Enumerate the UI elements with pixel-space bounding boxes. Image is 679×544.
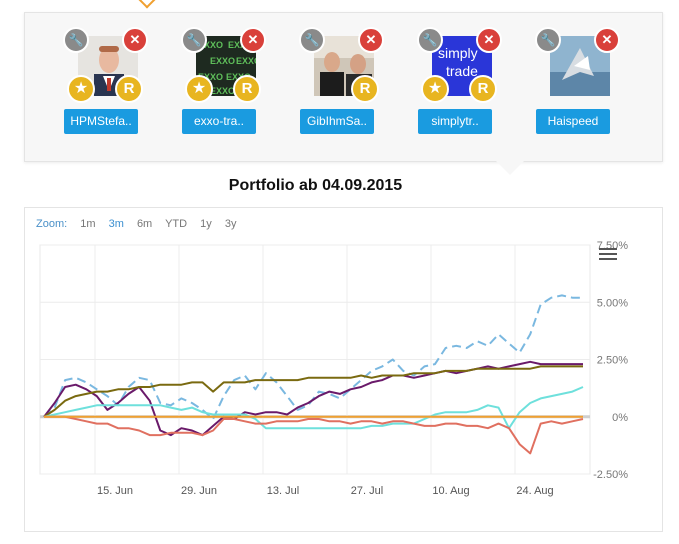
trader-name-button[interactable]: exxo-tra.. <box>182 109 256 134</box>
trader-card-gibihmsa: 🔧 ✕ R GibIhmSa.. <box>299 27 400 148</box>
wrench-icon[interactable]: 🔧 <box>181 27 207 53</box>
x-tick-label: 27. Jul <box>351 485 383 497</box>
trader-name-button[interactable]: GibIhmSa.. <box>300 109 374 134</box>
y-tick-label: 2.50% <box>597 355 628 367</box>
r-badge-icon: R <box>115 75 143 103</box>
trader-name-button[interactable]: HPMStefa.. <box>64 109 138 134</box>
star-icon: ★ <box>185 75 213 103</box>
x-tick-label: 29. Jun <box>181 485 217 497</box>
avatar[interactable] <box>550 36 610 96</box>
zoom-option-6m[interactable]: 6m <box>136 218 153 230</box>
wrench-icon[interactable]: 🔧 <box>535 27 561 53</box>
x-tick-label: 10. Aug <box>432 485 469 497</box>
y-tick-label: 5.00% <box>597 297 628 309</box>
trader-card-exxo: EXXO EXXO EXXO EXXO EXXO EXXO EXXO 🔧 ✕ ★… <box>181 27 282 148</box>
wrench-icon[interactable]: 🔧 <box>63 27 89 53</box>
svg-text:EXXO: EXXO <box>210 56 235 66</box>
r-badge-icon: R <box>351 75 379 103</box>
page-title: Portfolio ab 04.09.2015 <box>228 177 403 194</box>
svg-text:EXXO: EXXO <box>210 86 235 96</box>
series-line <box>43 360 583 437</box>
trader-name-button[interactable]: simplytr.. <box>418 109 492 134</box>
r-badge-icon: R <box>233 75 261 103</box>
close-icon[interactable]: ✕ <box>240 27 266 53</box>
svg-text:simply: simply <box>438 45 478 61</box>
svg-text:EXXO: EXXO <box>236 56 256 66</box>
zoom-option-3m[interactable]: 3m <box>108 218 124 230</box>
close-icon[interactable]: ✕ <box>122 27 148 53</box>
zoom-bar: Zoom: 1m 3m 6m YTD 1y 3y <box>36 218 246 230</box>
svg-text:EXXO: EXXO <box>198 72 223 82</box>
r-badge-icon: R <box>469 75 497 103</box>
chart-panel <box>24 207 663 532</box>
trader-card-simplytrade: simply trade 🔧 ✕ ★ R simplytr.. <box>417 27 518 148</box>
trader-name-button[interactable]: Haispeed <box>536 109 610 134</box>
close-icon[interactable]: ✕ <box>358 27 384 53</box>
series-line <box>43 386 584 430</box>
x-tick-label: 15. Jun <box>97 485 133 497</box>
y-tick-label: -2.50% <box>593 469 628 481</box>
wrench-icon[interactable]: 🔧 <box>417 27 443 53</box>
zoom-option-1m[interactable]: 1m <box>80 218 96 230</box>
x-tick-label: 13. Jul <box>267 485 299 497</box>
x-tick-label: 24. Aug <box>516 485 553 497</box>
series-line <box>44 415 584 455</box>
y-tick-label: 0% <box>612 412 628 424</box>
wrench-icon[interactable]: 🔧 <box>299 27 325 53</box>
close-icon[interactable]: ✕ <box>476 27 502 53</box>
trader-card-haispeed: 🔧 ✕ Haispeed <box>535 27 636 148</box>
svg-text:trade: trade <box>446 63 478 79</box>
star-icon: ★ <box>67 75 95 103</box>
star-icon: ★ <box>421 75 449 103</box>
zoom-option-3y[interactable]: 3y <box>224 218 237 230</box>
hamburger-menu-icon[interactable] <box>599 248 617 262</box>
zoom-label: Zoom: <box>36 218 68 230</box>
series-line <box>43 365 583 418</box>
zoom-option-1y[interactable]: 1y <box>200 218 212 230</box>
zoom-option-ytd[interactable]: YTD <box>165 218 188 230</box>
close-icon[interactable]: ✕ <box>594 27 620 53</box>
panel-pointer <box>496 161 524 175</box>
svg-text:EXXO: EXXO <box>198 40 223 50</box>
trader-card-hpmstefa: 🔧 ✕ ★ R HPMStefa.. <box>63 27 164 148</box>
